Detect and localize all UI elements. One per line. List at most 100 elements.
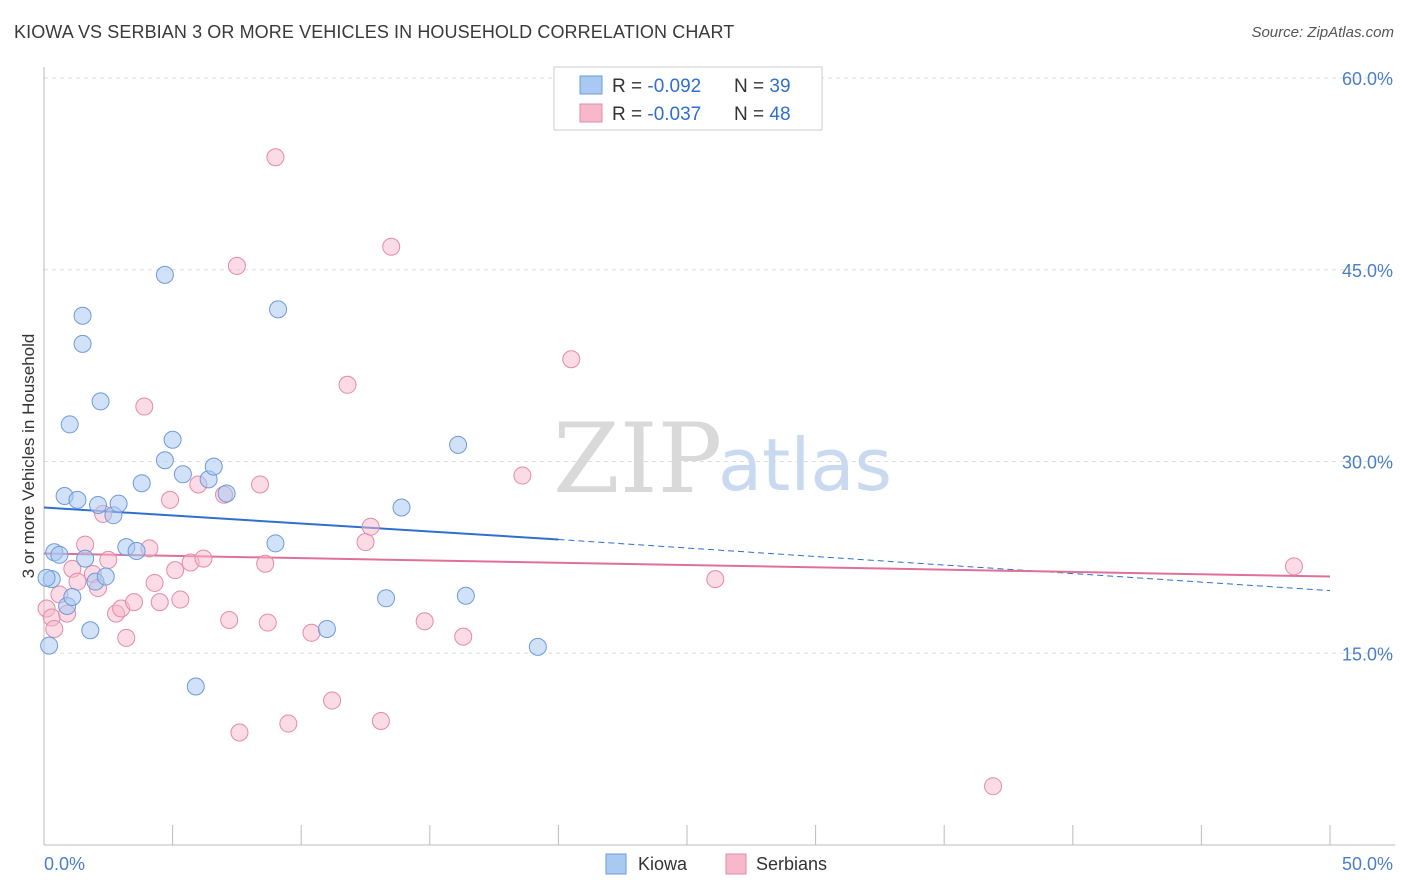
legend-n-label: N = — [734, 76, 769, 97]
data-point-serbians — [166, 561, 185, 580]
legend-r-value: -0.092 — [647, 76, 701, 97]
legend-n-label: N = — [734, 104, 769, 125]
data-point-kiowa — [40, 636, 59, 655]
watermark: ZIP atlas — [553, 403, 892, 515]
data-point-serbians — [338, 375, 357, 394]
data-point-serbians — [99, 550, 118, 569]
trend-line-kiowa-dashed — [558, 538, 1331, 592]
watermark-atlas: atlas — [718, 423, 892, 507]
legend-n-kiowa: N = 39 — [734, 76, 791, 97]
data-point-serbians — [356, 533, 375, 552]
y-tick-label: 45.0% — [1342, 261, 1393, 281]
data-point-serbians — [68, 572, 87, 591]
trend-lines — [43, 506, 1331, 592]
data-point-kiowa — [73, 334, 92, 353]
data-point-kiowa — [528, 637, 547, 656]
y-tick-label: 60.0% — [1342, 69, 1393, 89]
axes — [43, 67, 1395, 846]
data-point-kiowa — [60, 415, 79, 434]
data-point-kiowa — [96, 567, 115, 586]
data-point-kiowa — [163, 430, 182, 449]
legend-r-label: R = — [612, 104, 647, 125]
legend-swatch-serbians — [579, 103, 603, 123]
legend-n-value: 39 — [769, 76, 790, 97]
data-point-kiowa — [186, 677, 205, 696]
data-point-serbians — [382, 237, 401, 256]
chart-title: KIOWA VS SERBIAN 3 OR MORE VEHICLES IN H… — [14, 22, 735, 42]
data-point-kiowa — [155, 451, 174, 470]
data-point-serbians — [227, 256, 246, 275]
data-point-kiowa — [204, 457, 223, 476]
data-point-serbians — [323, 691, 342, 710]
bottom-legend-serbians: Serbians — [756, 854, 827, 874]
data-point-kiowa — [91, 392, 110, 411]
data-point-kiowa — [81, 621, 100, 640]
x-tick-label: 0.0% — [44, 854, 85, 874]
data-point-kiowa — [63, 588, 82, 607]
data-point-kiowa — [173, 465, 192, 484]
bottom-legend-kiowa: Kiowa — [638, 854, 688, 874]
legend-swatch-kiowa — [579, 75, 603, 95]
legend-r-label: R = — [612, 76, 647, 97]
data-point-serbians — [454, 627, 473, 646]
data-point-kiowa — [73, 306, 92, 325]
data-point-kiowa — [392, 498, 411, 517]
data-point-serbians — [230, 723, 249, 742]
data-point-kiowa — [217, 484, 236, 503]
data-point-serbians — [513, 466, 532, 485]
x-tick-label: 50.0% — [1342, 854, 1393, 874]
data-point-kiowa — [266, 534, 285, 553]
data-point-kiowa — [109, 494, 128, 513]
bottom-legend-swatch-kiowa — [605, 853, 627, 875]
data-point-serbians — [415, 612, 434, 631]
data-point-serbians — [145, 573, 164, 592]
grid-lines — [44, 77, 1395, 654]
data-point-kiowa — [68, 490, 87, 509]
legend-row-serbians: R = -0.037 — [612, 104, 701, 125]
tick-labels: 15.0% 30.0% 45.0% 60.0% 0.0% 50.0% — [44, 69, 1393, 874]
data-point-serbians — [150, 593, 169, 612]
legend-n-serbians: N = 48 — [734, 104, 791, 125]
legend-r-value: -0.037 — [647, 104, 701, 125]
data-points — [37, 148, 1303, 796]
data-point-kiowa — [155, 265, 174, 284]
data-point-kiowa — [317, 619, 336, 638]
data-point-kiowa — [37, 568, 56, 587]
data-point-serbians — [302, 623, 321, 642]
data-point-serbians — [984, 777, 1003, 796]
data-point-kiowa — [269, 300, 288, 319]
data-point-serbians — [266, 148, 285, 167]
source-label: Source: ZipAtlas.com — [1251, 24, 1394, 41]
data-point-serbians — [194, 549, 213, 568]
data-point-kiowa — [76, 549, 95, 568]
data-point-serbians — [371, 712, 390, 731]
data-point-serbians — [279, 714, 298, 733]
data-point-serbians — [161, 490, 180, 509]
data-point-serbians — [251, 475, 270, 494]
watermark-zip: ZIP — [553, 403, 722, 515]
trend-line-kiowa — [43, 506, 559, 541]
data-point-kiowa — [89, 495, 108, 514]
data-point-serbians — [135, 397, 154, 416]
y-tick-label: 15.0% — [1342, 644, 1393, 664]
legend-n-value: 48 — [769, 104, 790, 125]
data-point-serbians — [562, 350, 581, 369]
data-point-serbians — [171, 590, 190, 609]
y-axis-label: 3 or more Vehicles in Household — [19, 334, 38, 579]
data-point-serbians — [361, 517, 380, 536]
data-point-kiowa — [449, 435, 468, 454]
data-point-kiowa — [50, 545, 69, 564]
bottom-legend-swatch-serbians — [725, 853, 747, 875]
trend-line-serbians — [43, 552, 1331, 578]
data-point-kiowa — [127, 541, 146, 560]
data-point-serbians — [1284, 557, 1303, 576]
data-point-serbians — [220, 611, 239, 630]
data-point-kiowa — [456, 586, 475, 605]
data-point-serbians — [45, 619, 64, 638]
bottom-legend: Kiowa Serbians — [605, 853, 827, 875]
data-point-serbians — [256, 554, 275, 573]
data-point-kiowa — [132, 474, 151, 493]
data-point-serbians — [706, 570, 725, 589]
data-point-serbians — [258, 613, 277, 632]
